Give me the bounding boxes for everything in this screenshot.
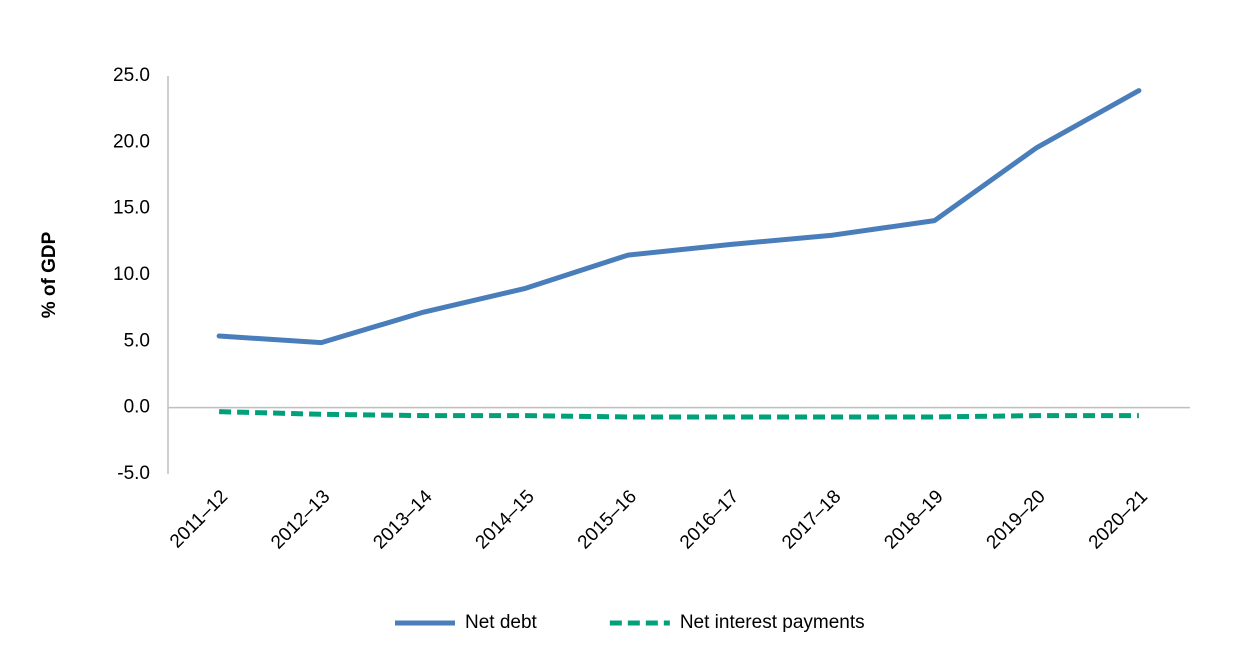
x-tick-label: 2015–16: [574, 486, 641, 553]
series-line: [216, 88, 1142, 346]
x-tick-label: 2012–13: [267, 486, 334, 553]
x-tick-label: 2017–18: [778, 486, 845, 553]
y-tick-label: 5.0: [124, 330, 150, 351]
x-tick-label: 2018–19: [880, 486, 947, 553]
x-tick-label: 2020–21: [1085, 486, 1152, 553]
y-tick-label: 0.0: [124, 397, 150, 418]
y-axis-title: % of GDP: [39, 231, 60, 318]
x-tick-label: 2019–20: [983, 486, 1050, 553]
y-tick-label: -5.0: [117, 463, 150, 484]
y-tick-label: 20.0: [113, 131, 150, 152]
y-tick-label: 25.0: [113, 65, 150, 86]
x-tick-label: 2013–14: [369, 486, 436, 553]
x-tick-label: 2016–17: [676, 486, 743, 553]
y-tick-label: 10.0: [113, 264, 150, 285]
series-line: [219, 409, 1139, 420]
legend-label: Net interest payments: [680, 612, 865, 633]
legend-label: Net debt: [465, 612, 538, 633]
x-tick-label: 2011–12: [166, 486, 232, 552]
x-tick-label: 2014–15: [472, 486, 539, 553]
y-tick-label: 15.0: [113, 198, 150, 219]
